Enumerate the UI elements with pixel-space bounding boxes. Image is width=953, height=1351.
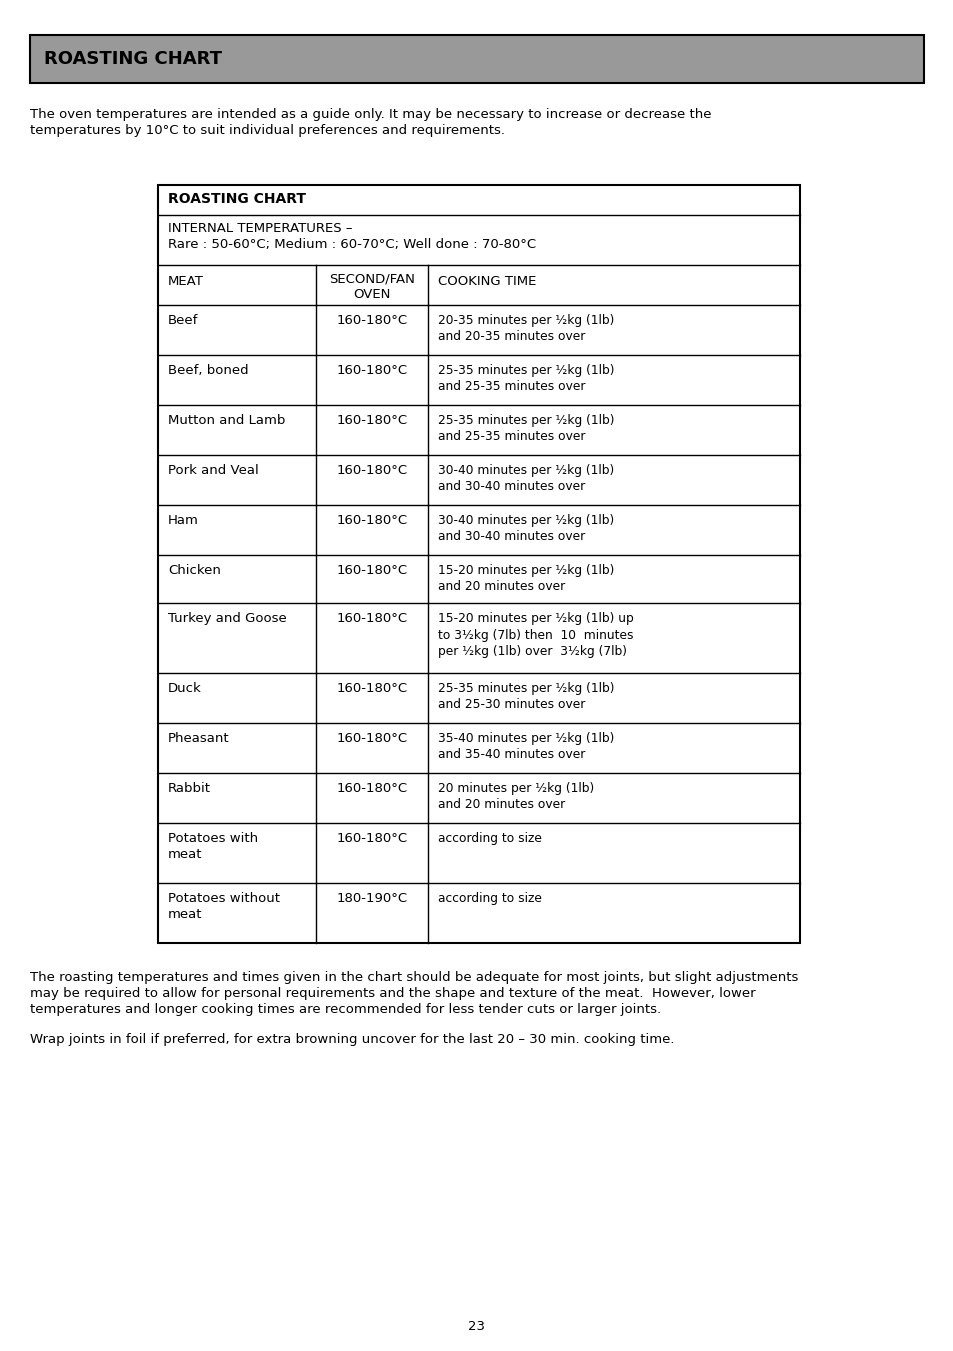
Text: 30-40 minutes per ½kg (1lb)
and 30-40 minutes over: 30-40 minutes per ½kg (1lb) and 30-40 mi… [437,463,614,493]
Text: ROASTING CHART: ROASTING CHART [168,192,306,205]
Text: 160-180°C: 160-180°C [336,463,407,477]
Text: COOKING TIME: COOKING TIME [437,276,536,288]
Text: Potatoes with
meat: Potatoes with meat [168,832,258,862]
Text: Rare : 50-60°C; Medium : 60-70°C; Well done : 70-80°C: Rare : 50-60°C; Medium : 60-70°C; Well d… [168,238,536,251]
Text: 180-190°C: 180-190°C [336,892,407,905]
Text: according to size: according to size [437,832,541,844]
Text: 20 minutes per ½kg (1lb)
and 20 minutes over: 20 minutes per ½kg (1lb) and 20 minutes … [437,782,594,812]
Text: 15-20 minutes per ½kg (1lb) up
to 3½kg (7lb) then  10  minutes
per ½kg (1lb) ove: 15-20 minutes per ½kg (1lb) up to 3½kg (… [437,612,633,658]
Text: 160-180°C: 160-180°C [336,782,407,794]
Text: 20-35 minutes per ½kg (1lb)
and 20-35 minutes over: 20-35 minutes per ½kg (1lb) and 20-35 mi… [437,313,614,343]
Text: Ham: Ham [168,513,198,527]
Text: Pork and Veal: Pork and Veal [168,463,258,477]
Text: temperatures and longer cooking times are recommended for less tender cuts or la: temperatures and longer cooking times ar… [30,1002,660,1016]
Text: 160-180°C: 160-180°C [336,612,407,626]
Text: according to size: according to size [437,892,541,905]
Text: 25-35 minutes per ½kg (1lb)
and 25-35 minutes over: 25-35 minutes per ½kg (1lb) and 25-35 mi… [437,413,614,443]
Text: 160-180°C: 160-180°C [336,363,407,377]
Text: Pheasant: Pheasant [168,732,230,744]
Text: Rabbit: Rabbit [168,782,211,794]
Bar [30,35,923,82]
Text: 160-180°C: 160-180°C [336,732,407,744]
Text: 160-180°C: 160-180°C [336,832,407,844]
Text: 160-180°C: 160-180°C [336,563,407,577]
Text: 35-40 minutes per ½kg (1lb)
and 35-40 minutes over: 35-40 minutes per ½kg (1lb) and 35-40 mi… [437,732,614,762]
Text: 160-180°C: 160-180°C [336,413,407,427]
Text: 23: 23 [468,1320,485,1333]
Text: MEAT: MEAT [168,276,204,288]
Text: 30-40 minutes per ½kg (1lb)
and 30-40 minutes over: 30-40 minutes per ½kg (1lb) and 30-40 mi… [437,513,614,543]
Text: may be required to allow for personal requirements and the shape and texture of : may be required to allow for personal re… [30,988,755,1000]
Text: temperatures by 10°C to suit individual preferences and requirements.: temperatures by 10°C to suit individual … [30,124,504,136]
Text: 15-20 minutes per ½kg (1lb)
and 20 minutes over: 15-20 minutes per ½kg (1lb) and 20 minut… [437,563,614,593]
Text: 25-35 minutes per ½kg (1lb)
and 25-35 minutes over: 25-35 minutes per ½kg (1lb) and 25-35 mi… [437,363,614,393]
Text: ROASTING CHART: ROASTING CHART [44,50,222,68]
Text: 160-180°C: 160-180°C [336,313,407,327]
Bar [158,185,800,943]
Text: Turkey and Goose: Turkey and Goose [168,612,287,626]
Text: Chicken: Chicken [168,563,221,577]
Text: Potatoes without
meat: Potatoes without meat [168,892,280,921]
Text: 160-180°C: 160-180°C [336,513,407,527]
Text: Beef: Beef [168,313,198,327]
Text: Mutton and Lamb: Mutton and Lamb [168,413,285,427]
Text: Wrap joints in foil if preferred, for extra browning uncover for the last 20 – 3: Wrap joints in foil if preferred, for ex… [30,1034,674,1046]
Text: SECOND/FAN
OVEN: SECOND/FAN OVEN [329,272,415,301]
Text: Beef, boned: Beef, boned [168,363,249,377]
Text: Duck: Duck [168,682,201,694]
Text: 25-35 minutes per ½kg (1lb)
and 25-30 minutes over: 25-35 minutes per ½kg (1lb) and 25-30 mi… [437,682,614,712]
Text: The oven temperatures are intended as a guide only. It may be necessary to incre: The oven temperatures are intended as a … [30,108,711,122]
Text: The roasting temperatures and times given in the chart should be adequate for mo: The roasting temperatures and times give… [30,971,798,984]
Text: 160-180°C: 160-180°C [336,682,407,694]
Text: INTERNAL TEMPERATURES –: INTERNAL TEMPERATURES – [168,222,352,235]
